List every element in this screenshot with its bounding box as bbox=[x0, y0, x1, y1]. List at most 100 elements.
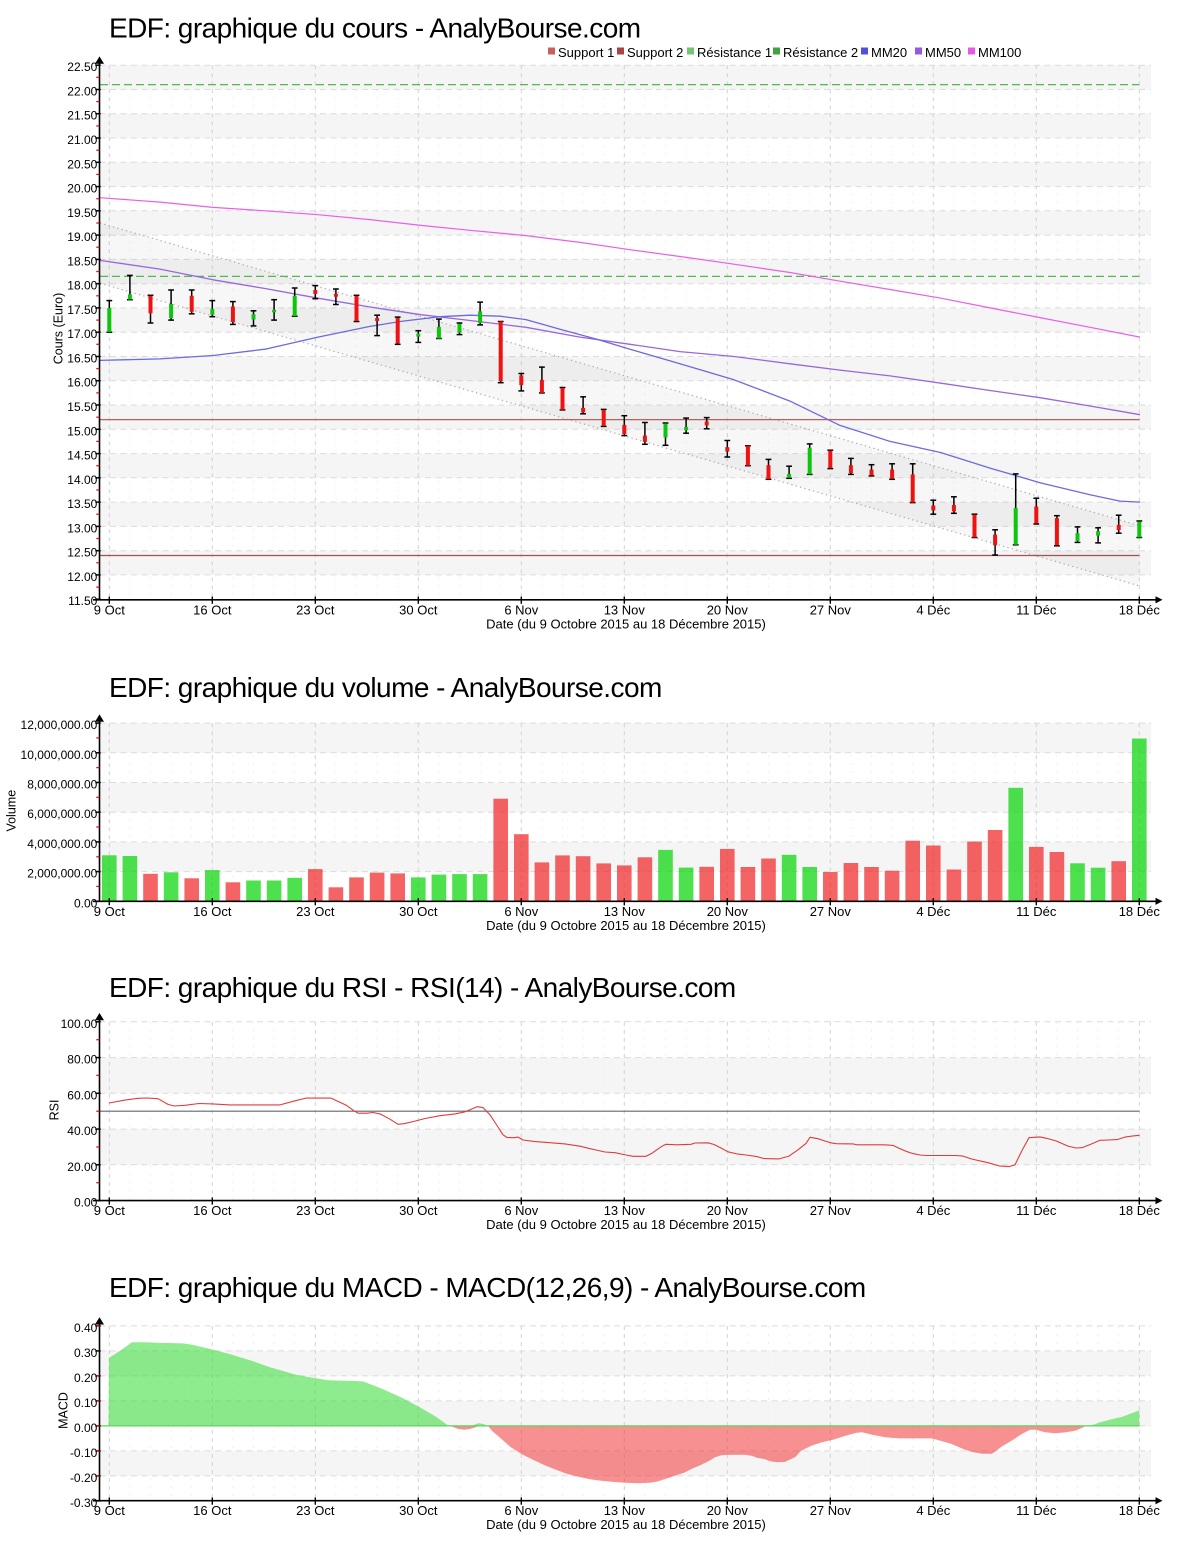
svg-text:16 Oct: 16 Oct bbox=[193, 1503, 232, 1518]
svg-text:EDF: graphique du volume - Ana: EDF: graphique du volume - AnalyBourse.c… bbox=[109, 672, 662, 703]
svg-text:40.00: 40.00 bbox=[67, 1124, 97, 1138]
svg-text:17.00: 17.00 bbox=[67, 327, 97, 341]
svg-text:-0.10: -0.10 bbox=[70, 1446, 98, 1460]
svg-text:30 Oct: 30 Oct bbox=[399, 1203, 438, 1218]
svg-text:16.00: 16.00 bbox=[67, 376, 97, 390]
svg-text:MACD: MACD bbox=[57, 1392, 71, 1429]
svg-text:18.00: 18.00 bbox=[67, 279, 97, 293]
svg-text:18 Déc: 18 Déc bbox=[1119, 904, 1161, 919]
svg-text:EDF: graphique du RSI - RSI(14: EDF: graphique du RSI - RSI(14) - AnalyB… bbox=[109, 972, 736, 1003]
svg-text:13 Nov: 13 Nov bbox=[604, 1203, 646, 1218]
svg-text:11 Déc: 11 Déc bbox=[1016, 904, 1057, 919]
svg-text:6 Nov: 6 Nov bbox=[504, 1503, 538, 1518]
svg-text:23 Oct: 23 Oct bbox=[296, 602, 335, 617]
svg-text:60.00: 60.00 bbox=[67, 1088, 97, 1102]
svg-text:20 Nov: 20 Nov bbox=[707, 1203, 749, 1218]
svg-text:18 Déc: 18 Déc bbox=[1119, 1203, 1161, 1218]
svg-text:30 Oct: 30 Oct bbox=[399, 1503, 438, 1518]
svg-text:30 Oct: 30 Oct bbox=[399, 904, 438, 919]
svg-text:Date (du 9 Octobre 2015 au 18: Date (du 9 Octobre 2015 au 18 Décembre 2… bbox=[486, 616, 766, 631]
svg-text:0.40: 0.40 bbox=[74, 1321, 98, 1335]
svg-text:EDF: graphique du MACD - MACD(: EDF: graphique du MACD - MACD(12,26,9) -… bbox=[109, 1272, 866, 1303]
svg-text:27 Nov: 27 Nov bbox=[810, 904, 852, 919]
svg-text:20 Nov: 20 Nov bbox=[707, 904, 749, 919]
svg-text:Résistance 2: Résistance 2 bbox=[783, 45, 858, 60]
svg-text:9 Oct: 9 Oct bbox=[94, 1203, 125, 1218]
svg-text:16.50: 16.50 bbox=[67, 352, 97, 366]
svg-text:Support 2: Support 2 bbox=[627, 45, 683, 60]
svg-text:19.50: 19.50 bbox=[67, 206, 97, 220]
svg-text:Date (du 9 Octobre 2015 au 18: Date (du 9 Octobre 2015 au 18 Décembre 2… bbox=[486, 1517, 766, 1532]
svg-text:16 Oct: 16 Oct bbox=[193, 1203, 232, 1218]
svg-text:9 Oct: 9 Oct bbox=[94, 1503, 125, 1518]
svg-text:4 Déc: 4 Déc bbox=[916, 1203, 950, 1218]
svg-text:21.00: 21.00 bbox=[67, 133, 97, 147]
svg-text:15.00: 15.00 bbox=[67, 424, 97, 438]
svg-text:15.50: 15.50 bbox=[67, 400, 97, 414]
svg-text:-0.20: -0.20 bbox=[70, 1471, 98, 1485]
svg-text:10,000,000.00: 10,000,000.00 bbox=[21, 748, 98, 762]
svg-text:MM20: MM20 bbox=[871, 45, 907, 60]
svg-text:16 Oct: 16 Oct bbox=[193, 602, 232, 617]
svg-text:0.10: 0.10 bbox=[74, 1396, 98, 1410]
svg-text:0.00: 0.00 bbox=[74, 896, 98, 910]
svg-text:Résistance 1: Résistance 1 bbox=[697, 45, 772, 60]
svg-text:8,000,000.00: 8,000,000.00 bbox=[27, 778, 97, 792]
svg-text:20.50: 20.50 bbox=[67, 157, 97, 171]
svg-text:27 Nov: 27 Nov bbox=[810, 1203, 852, 1218]
svg-text:-0.30: -0.30 bbox=[70, 1496, 98, 1510]
svg-text:23 Oct: 23 Oct bbox=[296, 1503, 335, 1518]
svg-text:22.00: 22.00 bbox=[67, 85, 97, 99]
svg-text:4,000,000.00: 4,000,000.00 bbox=[27, 837, 97, 851]
svg-text:Cours (Euro): Cours (Euro) bbox=[52, 293, 66, 365]
svg-text:14.00: 14.00 bbox=[67, 473, 97, 487]
svg-text:11 Déc: 11 Déc bbox=[1016, 602, 1057, 617]
svg-text:0.30: 0.30 bbox=[74, 1346, 98, 1360]
svg-text:MM50: MM50 bbox=[925, 45, 961, 60]
svg-text:0.20: 0.20 bbox=[74, 1371, 98, 1385]
svg-text:4 Déc: 4 Déc bbox=[916, 602, 950, 617]
svg-text:Support 1: Support 1 bbox=[558, 45, 614, 60]
svg-text:27 Nov: 27 Nov bbox=[810, 602, 852, 617]
svg-text:6 Nov: 6 Nov bbox=[504, 602, 538, 617]
svg-text:20 Nov: 20 Nov bbox=[707, 602, 749, 617]
svg-text:20.00: 20.00 bbox=[67, 182, 97, 196]
svg-text:18 Déc: 18 Déc bbox=[1119, 1503, 1161, 1518]
svg-text:22.50: 22.50 bbox=[67, 60, 97, 74]
svg-text:21.50: 21.50 bbox=[67, 109, 97, 123]
svg-text:0.00: 0.00 bbox=[74, 1421, 98, 1435]
svg-text:17.50: 17.50 bbox=[67, 303, 97, 317]
svg-text:19.00: 19.00 bbox=[67, 230, 97, 244]
svg-text:12.50: 12.50 bbox=[67, 546, 97, 560]
svg-text:0.00: 0.00 bbox=[74, 1196, 98, 1210]
svg-text:EDF: graphique du cours - Anal: EDF: graphique du cours - AnalyBourse.co… bbox=[109, 13, 641, 44]
svg-text:11 Déc: 11 Déc bbox=[1016, 1503, 1057, 1518]
svg-text:18 Déc: 18 Déc bbox=[1119, 602, 1161, 617]
svg-text:20.00: 20.00 bbox=[67, 1160, 97, 1174]
svg-text:23 Oct: 23 Oct bbox=[296, 1203, 335, 1218]
svg-text:12.00: 12.00 bbox=[67, 570, 97, 584]
svg-text:RSI: RSI bbox=[48, 1100, 62, 1121]
svg-text:14.50: 14.50 bbox=[67, 449, 97, 463]
svg-text:100.00: 100.00 bbox=[61, 1017, 98, 1031]
svg-text:4 Déc: 4 Déc bbox=[916, 1503, 950, 1518]
svg-text:13.00: 13.00 bbox=[67, 521, 97, 535]
svg-text:6 Nov: 6 Nov bbox=[504, 1203, 538, 1218]
svg-text:11.50: 11.50 bbox=[68, 594, 97, 608]
svg-text:23 Oct: 23 Oct bbox=[296, 904, 335, 919]
svg-text:27 Nov: 27 Nov bbox=[810, 1503, 852, 1518]
svg-text:4 Déc: 4 Déc bbox=[916, 904, 950, 919]
svg-text:30 Oct: 30 Oct bbox=[399, 602, 438, 617]
svg-text:Date (du 9 Octobre 2015 au 18: Date (du 9 Octobre 2015 au 18 Décembre 2… bbox=[486, 1217, 766, 1232]
svg-text:9 Oct: 9 Oct bbox=[94, 904, 125, 919]
svg-text:MM100: MM100 bbox=[978, 45, 1021, 60]
svg-text:13 Nov: 13 Nov bbox=[604, 602, 646, 617]
svg-text:13.50: 13.50 bbox=[67, 497, 97, 511]
svg-text:12,000,000.00: 12,000,000.00 bbox=[21, 718, 98, 732]
svg-text:11 Déc: 11 Déc bbox=[1016, 1203, 1057, 1218]
svg-text:6,000,000.00: 6,000,000.00 bbox=[27, 807, 97, 821]
svg-text:13 Nov: 13 Nov bbox=[604, 904, 646, 919]
svg-text:9 Oct: 9 Oct bbox=[94, 602, 125, 617]
svg-text:2,000,000.00: 2,000,000.00 bbox=[27, 867, 97, 881]
svg-text:16 Oct: 16 Oct bbox=[193, 904, 232, 919]
